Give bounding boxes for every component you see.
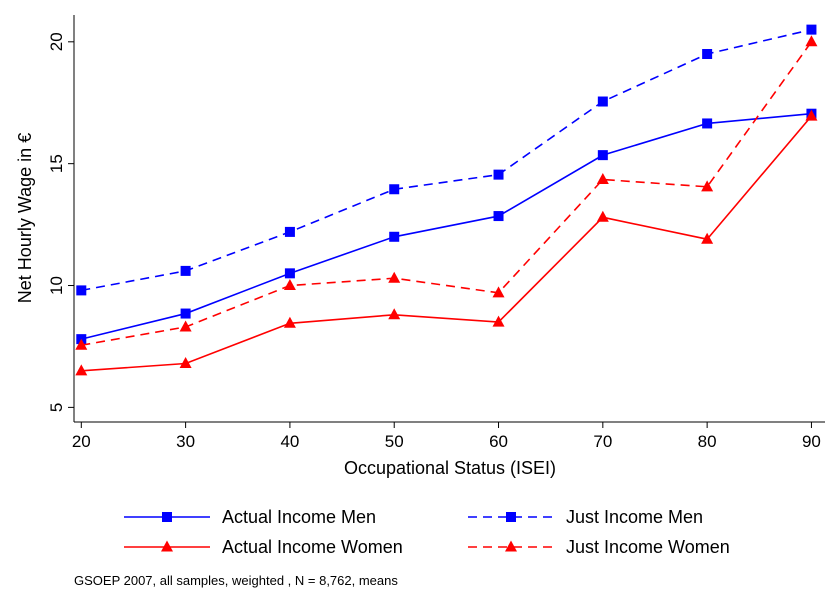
- series-just-income-men: [76, 24, 817, 296]
- x-ticks: 20 30 40 50 60 70 80 90: [72, 422, 821, 451]
- chart-note: GSOEP 2007, all samples, weighted , N = …: [74, 573, 398, 588]
- series-group: [75, 24, 818, 376]
- series-line: [81, 28, 812, 292]
- data-point: [701, 232, 714, 244]
- y-tick-label: 20: [47, 32, 66, 51]
- data-point: [284, 268, 295, 279]
- data-point: [180, 308, 191, 319]
- x-tick-label: 30: [176, 432, 195, 451]
- data-point: [75, 338, 88, 350]
- series-just-income-women: [75, 35, 818, 350]
- legend-label: Actual Income Men: [222, 507, 376, 527]
- data-point: [596, 210, 609, 222]
- legend-swatch-marker: [161, 540, 173, 552]
- data-point: [597, 150, 608, 161]
- y-tick-label: 10: [47, 276, 66, 295]
- series-line: [81, 41, 813, 347]
- data-point: [284, 226, 295, 237]
- data-point: [806, 24, 817, 35]
- data-point: [597, 96, 608, 107]
- data-point: [179, 320, 192, 332]
- data-point: [596, 173, 609, 185]
- legend-label: Just Income Women: [566, 537, 730, 557]
- legend-swatch-marker: [506, 512, 516, 522]
- data-point: [388, 308, 401, 320]
- legend-entry: Just Income Women: [468, 537, 730, 557]
- legend-label: Actual Income Women: [222, 537, 403, 557]
- data-point: [805, 35, 818, 47]
- data-point: [388, 271, 401, 283]
- y-tick-label: 5: [47, 403, 66, 412]
- data-point: [180, 265, 191, 276]
- legend-entry: Actual Income Women: [124, 537, 403, 557]
- legend-entry: Actual Income Men: [124, 507, 376, 527]
- x-tick-label: 60: [489, 432, 508, 451]
- data-point: [493, 211, 504, 222]
- x-tick-label: 90: [802, 432, 821, 451]
- axes: [73, 15, 825, 423]
- x-tick-label: 20: [72, 432, 91, 451]
- x-tick-label: 70: [593, 432, 612, 451]
- series-line: [81, 112, 812, 340]
- legend-label: Just Income Men: [566, 507, 703, 527]
- x-tick-label: 50: [385, 432, 404, 451]
- series-actual-income-men: [76, 108, 817, 345]
- legend: Actual Income Men Just Income Men Actual I…: [124, 507, 730, 557]
- legend-entry: Just Income Men: [468, 507, 703, 527]
- x-axis-title: Occupational Status (ISEI): [344, 458, 556, 478]
- series-line: [81, 115, 813, 372]
- data-point: [702, 48, 713, 59]
- legend-swatch-marker: [505, 540, 517, 552]
- x-tick-label: 40: [280, 432, 299, 451]
- data-point: [493, 169, 504, 180]
- data-point: [389, 231, 400, 242]
- data-point: [283, 279, 296, 291]
- data-point: [76, 285, 87, 296]
- data-point: [701, 180, 714, 192]
- data-point: [75, 364, 88, 376]
- legend-swatch-marker: [162, 512, 172, 522]
- y-axis-title: Net Hourly Wage in €: [15, 133, 35, 303]
- data-point: [702, 118, 713, 129]
- x-tick-label: 80: [698, 432, 717, 451]
- data-point: [179, 357, 192, 369]
- data-point: [805, 109, 818, 121]
- series-actual-income-women: [75, 109, 818, 376]
- data-point: [492, 315, 505, 327]
- data-point: [492, 286, 505, 298]
- y-tick-label: 15: [47, 154, 66, 173]
- y-ticks: 5 10 15 20: [47, 32, 74, 412]
- data-point: [283, 316, 296, 328]
- data-point: [389, 184, 400, 195]
